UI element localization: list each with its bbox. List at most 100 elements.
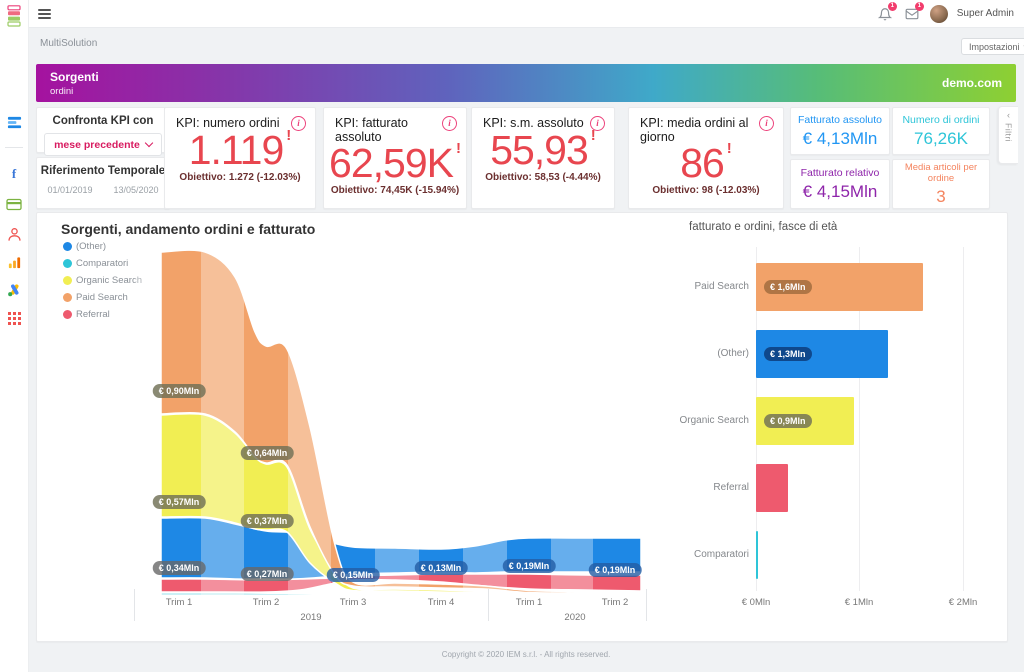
stream-value-label: € 0,13Mln — [414, 561, 468, 575]
kpi-value: 55,93 — [490, 127, 589, 173]
stream-value-label: € 0,15Mln — [326, 568, 380, 582]
credit-card-icon — [6, 198, 22, 210]
sidebar: f — [0, 0, 29, 672]
axis-separator — [134, 589, 135, 621]
sidebar-divider — [5, 147, 23, 148]
breadcrumb: MultiSolution — [40, 38, 98, 49]
summary-label: Fatturato relativo — [800, 166, 880, 179]
settings-button-label: Impostazioni — [969, 41, 1020, 52]
sidebar-item-google-ads[interactable] — [0, 278, 28, 302]
x-tick: Trim 3 — [339, 597, 367, 608]
legend-item-other[interactable]: (Other) — [63, 241, 106, 252]
bar-category-label: Organic Search — [679, 415, 749, 426]
summary-value: € 4,15Mln — [802, 181, 878, 201]
time-reference-label: Riferimento Temporale — [40, 165, 166, 177]
kpi-title: KPI: fatturato assoluto — [335, 116, 408, 144]
info-icon[interactable]: i — [590, 116, 605, 131]
kpi-target: Obiettivo: 1.272 (-12.03%) — [179, 172, 301, 183]
bar-chart-title: fatturato e ordini, fasce di età — [689, 221, 838, 233]
compare-period-dropdown[interactable]: mese precedente — [44, 133, 162, 156]
menu-toggle-button[interactable] — [38, 7, 51, 21]
user-name[interactable]: Super Admin — [956, 8, 1014, 19]
bar-paid-search[interactable]: € 1,6Mln — [756, 263, 923, 311]
summary-fatturato-relativo: Fatturato relativo € 4,15Mln — [790, 159, 890, 209]
filters-tab-label: Filtri — [1003, 123, 1014, 143]
kpi-target: Obiettivo: 74,45K (-15.94%) — [330, 185, 460, 196]
settings-button[interactable]: Impostazioni ▾ — [961, 38, 1024, 55]
summary-label: Media articoli per ordine — [904, 161, 978, 184]
legend-item-organic-search[interactable]: Organic Search — [63, 275, 142, 286]
stream-chart-svg[interactable] — [135, 247, 665, 599]
bar-category-label: (Other) — [717, 348, 749, 359]
kpi-card-sm-assoluto: KPI: s.m. assoluto i 55,93! Obiettivo: 5… — [471, 107, 615, 209]
legend-item-paid-search[interactable]: Paid Search — [63, 292, 128, 303]
notifications-button[interactable]: 1 — [876, 1, 897, 23]
stream-band[interactable] — [160, 249, 642, 595]
info-icon[interactable]: i — [442, 116, 457, 131]
sidebar-item-dashboard[interactable] — [0, 110, 28, 134]
bar-comparatori[interactable] — [756, 531, 758, 579]
summary-media-articoli: Media articoli per ordine 3 — [892, 159, 990, 209]
info-icon[interactable]: i — [291, 116, 306, 131]
legend-dot — [63, 276, 72, 285]
gridline — [859, 247, 860, 591]
kpi-title: KPI: numero ordini — [176, 116, 280, 130]
app-logo[interactable] — [0, 3, 28, 29]
bar-organic-search[interactable]: € 0,9Mln — [756, 397, 855, 445]
topbar: 1 1 Super Admin — [28, 0, 1024, 28]
site-name: demo.com — [941, 76, 1002, 90]
gridline — [963, 247, 964, 591]
kpi-alert-mark: ! — [455, 140, 461, 157]
notifications-badge: 1 — [887, 1, 897, 11]
bar-value-label: € 1,6Mln — [764, 280, 812, 294]
x-tick: Trim 1 — [165, 597, 193, 608]
date-from[interactable]: 01/01/2019 — [47, 185, 93, 195]
summary-label: Numero di ordini — [902, 113, 980, 126]
x-tick: Trim 1 — [515, 597, 543, 608]
date-to[interactable]: 13/05/2020 — [113, 185, 159, 195]
x-group-label: 2019 — [300, 612, 322, 623]
stream-band[interactable] — [160, 592, 364, 596]
stream-value-label: € 0,64Mln — [240, 446, 294, 460]
x-tick: Trim 2 — [252, 597, 280, 608]
report-subtitle: ordini — [50, 85, 74, 97]
stream-value-label: € 0,34Mln — [152, 561, 206, 575]
stream-value-label: € 0,37Mln — [240, 514, 294, 528]
info-icon[interactable]: i — [759, 116, 774, 131]
stream-band[interactable] — [160, 573, 642, 593]
chevron-down-icon — [144, 138, 154, 148]
sidebar-item-customers[interactable] — [0, 222, 28, 246]
compare-period-value: mese precedente — [54, 138, 140, 151]
sidebar-item-facebook[interactable]: f — [0, 162, 28, 186]
filters-tab[interactable]: ‹ Filtri — [998, 106, 1018, 164]
avatar[interactable] — [929, 4, 948, 23]
bar-category-label: Paid Search — [694, 281, 749, 292]
legend-dot — [63, 259, 72, 268]
x-tick: Trim 4 — [427, 597, 455, 608]
stream-value-label: € 0,27Mln — [240, 567, 294, 581]
legend-dot — [63, 310, 72, 319]
kpi-alert-mark: ! — [590, 127, 596, 144]
kpi-target: Obiettivo: 58,53 (-4.44%) — [485, 172, 601, 183]
dashboard-icon — [7, 116, 21, 128]
facebook-icon: f — [11, 166, 17, 181]
google-ads-icon — [7, 284, 19, 297]
sidebar-item-analytics[interactable] — [0, 250, 28, 274]
kpi-card-media-ordini: KPI: media ordini al giorno i 86! Obiett… — [628, 107, 784, 209]
messages-button[interactable]: 1 — [903, 1, 924, 23]
kpi-value: 62,59K — [329, 140, 454, 186]
bar-other[interactable]: € 1,3Mln — [756, 330, 889, 378]
bar-category-label: Referral — [713, 482, 749, 493]
x-tick: € 2Mln — [948, 597, 978, 608]
legend-item-comparatori[interactable]: Comparatori — [63, 258, 128, 269]
x-tick: € 0Mln — [741, 597, 771, 608]
bar-category-label: Comparatori — [693, 549, 749, 560]
bar-referral[interactable] — [756, 464, 789, 512]
kpi-title: KPI: s.m. assoluto — [483, 116, 584, 130]
x-group-label: 2020 — [564, 612, 586, 623]
sidebar-item-payments[interactable] — [0, 192, 28, 216]
summary-label: Fatturato assoluto — [797, 113, 883, 126]
sidebar-item-apps[interactable] — [0, 306, 28, 330]
legend-item-referral[interactable]: Referral — [63, 309, 110, 320]
legend-dot — [63, 293, 72, 302]
